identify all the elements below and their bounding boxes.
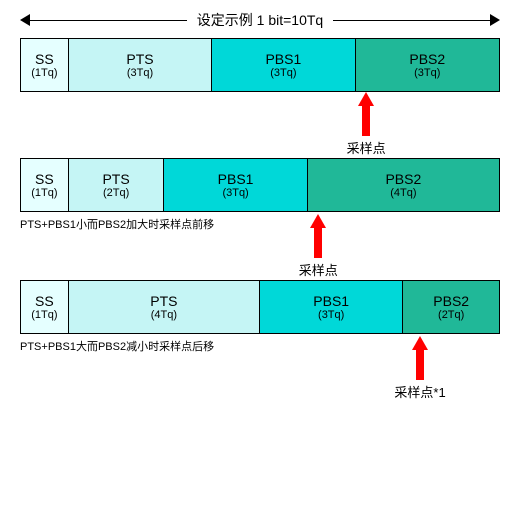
segment-sublabel: (2Tq) [438, 309, 464, 321]
arrow-stem [314, 228, 322, 258]
sample-arrow: 采样点*1 [394, 336, 445, 401]
segment-sublabel: (3Tq) [222, 187, 248, 199]
diagram-title: 设定示例 1 bit=10Tq [187, 10, 333, 30]
segment-sublabel: (2Tq) [103, 187, 129, 199]
segment-pbs2: PBS2(2Tq) [403, 281, 499, 333]
timing-bar: SS(1Tq)PTS(4Tq)PBS1(3Tq)PBS2(2Tq) [20, 280, 500, 334]
sample-label: 采样点 [299, 260, 338, 279]
timing-bar: SS(1Tq)PTS(3Tq)PBS1(3Tq)PBS2(3Tq) [20, 38, 500, 92]
segment-label: PBS2 [433, 293, 469, 309]
arrow-stem [362, 106, 370, 136]
arrow-up-icon [412, 336, 428, 350]
sample-arrow-row: 采样点*1 [20, 336, 500, 394]
segment-sublabel: (1Tq) [31, 309, 57, 321]
segment-sublabel: (3Tq) [318, 309, 344, 321]
sample-label: 采样点 [347, 138, 386, 157]
segment-label: PTS [126, 51, 153, 67]
segment-sublabel: (4Tq) [151, 309, 177, 321]
arrow-up-icon [310, 214, 326, 228]
segment-label: PBS2 [385, 171, 421, 187]
segment-pts: PTS(3Tq) [69, 39, 212, 91]
segment-label: PBS1 [265, 51, 301, 67]
segment-sublabel: (4Tq) [390, 187, 416, 199]
segment-sublabel: (3Tq) [270, 67, 296, 79]
sample-arrow: 采样点 [347, 92, 386, 157]
segment-pts: PTS(4Tq) [69, 281, 260, 333]
segment-label: PBS1 [313, 293, 349, 309]
segment-pbs2: PBS2(4Tq) [308, 159, 499, 211]
segment-pts: PTS(2Tq) [69, 159, 165, 211]
triangle-left-icon [20, 14, 30, 26]
segment-pbs1: PBS1(3Tq) [260, 281, 403, 333]
segment-label: SS [35, 293, 54, 309]
sample-arrow: 采样点 [299, 214, 338, 279]
segment-label: SS [35, 51, 54, 67]
sample-arrow-row: 采样点 [20, 92, 500, 150]
segment-label: PTS [150, 293, 177, 309]
segment-pbs2: PBS2(3Tq) [356, 39, 499, 91]
extent-line-right [333, 20, 490, 21]
segment-ss: SS(1Tq) [21, 159, 69, 211]
segment-label: SS [35, 171, 54, 187]
segment-ss: SS(1Tq) [21, 281, 69, 333]
sample-label: 采样点*1 [394, 382, 445, 401]
sample-arrow-row: 采样点 [20, 214, 500, 272]
segment-label: PBS2 [409, 51, 445, 67]
segment-label: PBS1 [218, 171, 254, 187]
extent-line-left [30, 20, 187, 21]
timing-bar: SS(1Tq)PTS(2Tq)PBS1(3Tq)PBS2(4Tq) [20, 158, 500, 212]
segment-sublabel: (1Tq) [31, 187, 57, 199]
title-extent: 设定示例 1 bit=10Tq [20, 10, 500, 30]
segment-sublabel: (3Tq) [414, 67, 440, 79]
segment-ss: SS(1Tq) [21, 39, 69, 91]
segment-sublabel: (1Tq) [31, 67, 57, 79]
segment-sublabel: (3Tq) [127, 67, 153, 79]
segment-pbs1: PBS1(3Tq) [212, 39, 355, 91]
segment-label: PTS [102, 171, 129, 187]
arrow-up-icon [358, 92, 374, 106]
triangle-right-icon [490, 14, 500, 26]
segment-pbs1: PBS1(3Tq) [164, 159, 307, 211]
arrow-stem [416, 350, 424, 380]
